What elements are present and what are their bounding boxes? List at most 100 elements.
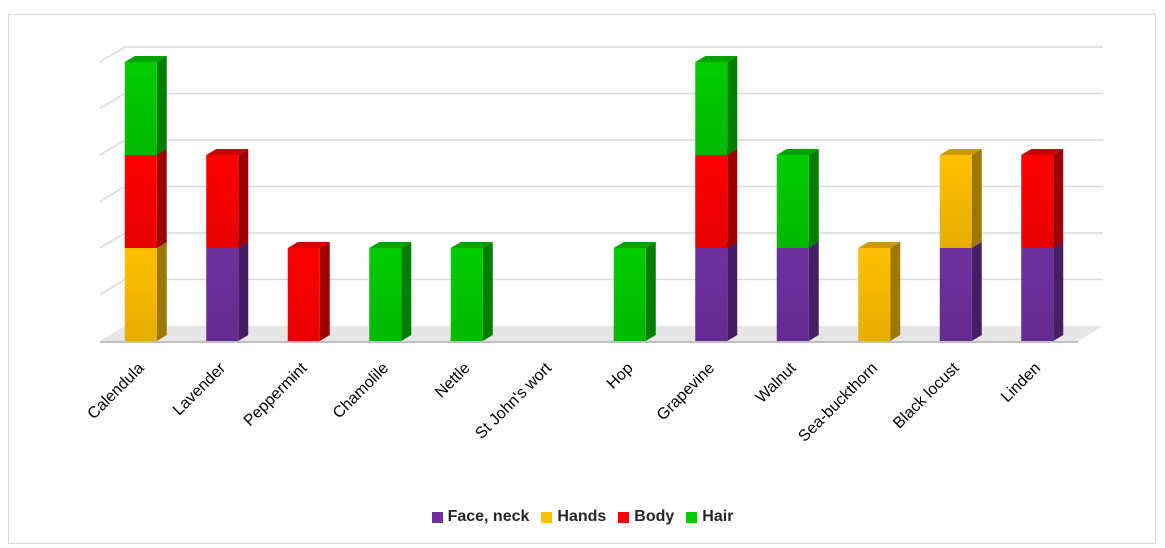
legend-item-hands: Hands (541, 508, 606, 526)
bar-top-face (369, 242, 412, 248)
bar-front-face (206, 248, 239, 341)
category-label-layer: Calendula Lavender Peppermint Chamolile Nett… (85, 359, 1044, 445)
bar-top-face (450, 242, 493, 248)
legend-item-hair: Hair (686, 508, 733, 526)
legend-label-body: Body (634, 508, 675, 525)
legend-swatch-hands (541, 511, 553, 523)
gridline (99, 92, 1103, 110)
bar-front-face (124, 62, 157, 155)
category-label: Lavender (170, 359, 230, 419)
bar-side-face (1053, 242, 1064, 341)
bar-side-face (890, 242, 901, 341)
legend-item-face-neck: Face, neck (431, 508, 530, 526)
bar-segment-lavender-body (206, 149, 249, 248)
bar-segment-calendula-hands (124, 242, 167, 341)
legend-item-body: Body (618, 508, 674, 526)
bar-side-face (238, 149, 249, 248)
bar-front-face (695, 62, 728, 155)
bar-side-face (808, 149, 819, 248)
bar-front-face (1021, 155, 1054, 248)
grid-layer (99, 46, 1103, 343)
bar-side-face (156, 149, 167, 248)
bar-segment-lavender-face-neck (206, 242, 249, 341)
legend-swatch-hair (686, 511, 698, 523)
bar-top-face (124, 56, 167, 62)
bar-segment-walnut-face-neck (776, 242, 819, 341)
bar-side-face (482, 242, 493, 341)
bar-front-face (939, 248, 972, 341)
bar-side-face (156, 56, 167, 155)
bar-top-face (287, 242, 330, 248)
bar-front-face (858, 248, 891, 341)
bar-front-face (287, 248, 320, 341)
legend-swatch-body (618, 511, 630, 523)
bar-top-face (613, 242, 656, 248)
category-label: Chamolile (330, 360, 392, 422)
category-label: Hop (604, 360, 637, 393)
bar-segment-grapevine-hair (695, 56, 738, 155)
category-label: Calendula (85, 360, 148, 423)
bar-front-face (776, 155, 809, 248)
bar-front-face (450, 248, 483, 341)
bar-front-face (206, 155, 239, 248)
bar-segment-peppermint-body (287, 242, 330, 341)
bar-top-face (206, 149, 249, 155)
bar-segment-calendula-body (124, 149, 167, 248)
legend-label-hands: Hands (557, 508, 607, 525)
bar-side-face (971, 242, 982, 341)
bar-front-face (613, 248, 646, 341)
bar-front-face (939, 155, 972, 248)
bar-side-face (401, 242, 412, 341)
bar-segment-black-locust-face-neck (939, 242, 982, 341)
bar-front-face (369, 248, 402, 341)
bar-top-face (776, 149, 819, 155)
legend: Face, neck Hands Body Hair (0, 508, 1165, 526)
bar-segment-walnut-hair (776, 149, 819, 248)
bar-side-face (319, 242, 330, 341)
bar-segment-nettle-hair (450, 242, 493, 341)
bar-segment-sea-buckthorn-hands (858, 242, 901, 341)
legend-label-face-neck: Face, neck (447, 508, 530, 525)
bar-front-face (695, 248, 728, 341)
bar-segment-linden-body (1021, 149, 1064, 248)
category-label: St John's wort (472, 359, 555, 442)
bar-side-face (971, 149, 982, 248)
bar-top-face (695, 56, 738, 62)
bar-layer (124, 56, 1064, 341)
bar-side-face (727, 56, 738, 155)
bar-side-face (1053, 149, 1064, 248)
bar-segment-linden-face-neck (1021, 242, 1064, 341)
bar-front-face (695, 155, 728, 248)
category-label: Linden (998, 360, 1044, 406)
bar-segment-hop-hair (613, 242, 656, 341)
chart-floor (100, 326, 1103, 341)
bar-top-face (939, 149, 982, 155)
bar-side-face (727, 149, 738, 248)
category-label: Peppermint (241, 359, 311, 429)
bar-segment-grapevine-face-neck (695, 242, 738, 341)
category-label: Walnut (753, 359, 800, 406)
bar-segment-calendula-hair (124, 56, 167, 155)
bar-top-face (858, 242, 901, 248)
category-label: Black locust (890, 359, 963, 432)
bar-segment-grapevine-body (695, 149, 738, 248)
bar-top-face (1021, 149, 1064, 155)
bar-side-face (727, 242, 738, 341)
bar-front-face (124, 155, 157, 248)
bar-side-face (156, 242, 167, 341)
bar-segment-black-locust-hands (939, 149, 982, 248)
gridline (99, 46, 1103, 63)
bar-front-face (776, 248, 809, 341)
category-label: Nettle (432, 360, 474, 402)
legend-label-hair: Hair (702, 508, 734, 525)
bar-side-face (645, 242, 656, 341)
bar-side-face (238, 242, 249, 341)
bar-segment-chamolile-hair (369, 242, 412, 341)
bar-side-face (808, 242, 819, 341)
category-label: Sea-buckthorn (795, 360, 881, 446)
legend-swatch-face-neck (431, 511, 443, 523)
category-label: Grapevine (654, 360, 718, 424)
bar-front-face (1021, 248, 1054, 341)
bar-front-face (124, 248, 157, 341)
